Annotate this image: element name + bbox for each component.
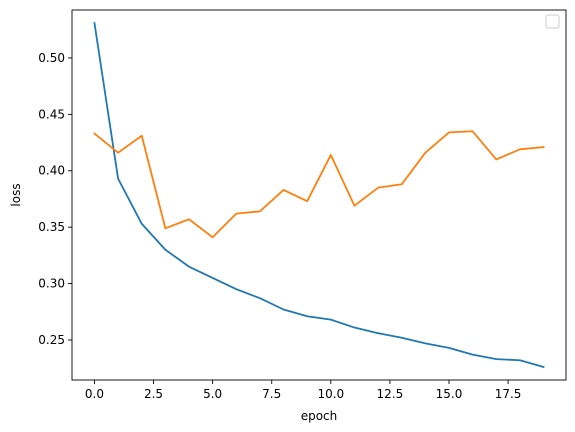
x-tick-label: 17.5 [495,387,522,401]
y-tick-label: 0.40 [38,164,65,178]
x-tick-label: 10.0 [317,387,344,401]
legend-box [545,14,560,29]
axes-layer: 0.0 2.5 5.0 7.5 10.0 12.5 15.0 17.5 0.25 0.30 0.35… [38,9,567,401]
x-tick-label: 5.0 [203,387,222,401]
y-axis-label: loss [9,183,23,206]
y-tick-label: 0.45 [38,107,65,121]
series-line-1 [93,21,545,369]
y-tick-label: 0.30 [38,277,65,291]
axes-frame [71,9,567,381]
series-layer [93,21,545,369]
x-tick-label: 0.0 [85,387,104,401]
x-axis-label: epoch [301,409,338,423]
legend-layer [545,14,560,29]
y-tick-label: 0.50 [38,51,65,65]
y-tick-label: 0.35 [38,220,65,234]
series-line-2 [93,130,545,239]
x-tick-label: 12.5 [377,387,404,401]
x-tick-label: 2.5 [144,387,163,401]
x-tick-label: 15.0 [436,387,463,401]
y-tick-label: 0.25 [38,333,65,347]
x-tick-label: 7.5 [262,387,281,401]
